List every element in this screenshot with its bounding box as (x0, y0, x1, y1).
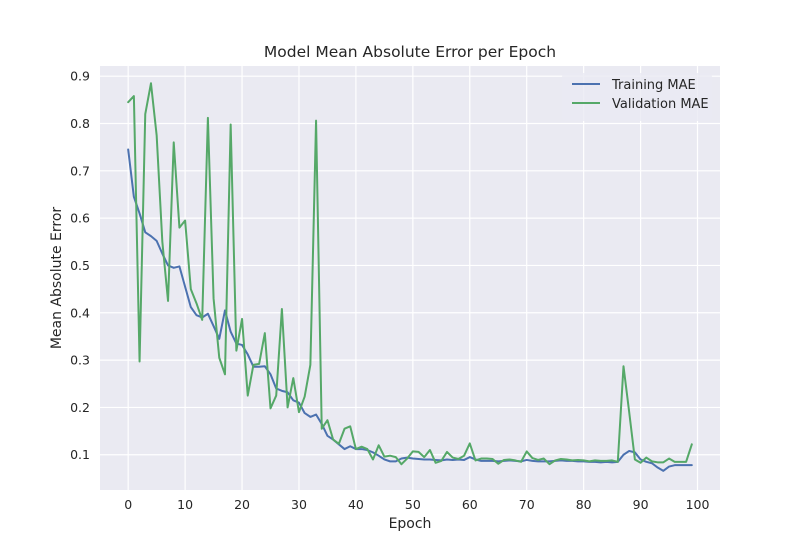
x-tick-label: 90 (633, 497, 649, 512)
x-tick-label: 70 (519, 497, 535, 512)
x-tick-label: 100 (686, 497, 710, 512)
legend-label-validation: Validation MAE (612, 97, 709, 112)
chart-title: Model Mean Absolute Error per Epoch (264, 43, 556, 61)
y-tick-label: 0.3 (70, 353, 90, 368)
validation-mae-line (127, 82, 693, 466)
x-tick-label: 20 (234, 497, 250, 512)
series-lines (127, 82, 693, 472)
y-tick-label: 0.1 (70, 447, 90, 462)
plot-background (100, 66, 720, 490)
y-tick-label: 0.7 (70, 163, 90, 178)
x-tick-label: 0 (124, 497, 132, 512)
legend-label-training: Training MAE (611, 78, 696, 93)
x-axis-label: Epoch (389, 516, 432, 532)
x-tick-label: 50 (405, 497, 421, 512)
x-tick-label: 30 (291, 497, 307, 512)
y-tick-label: 0.9 (70, 69, 90, 84)
y-tick-label: 0.5 (70, 258, 90, 273)
y-tick-label: 0.4 (70, 305, 90, 320)
y-tick-labels: 0.1 0.2 0.3 0.4 0.5 0.6 0.7 0.8 0.9 (70, 69, 90, 463)
legend: Training MAE Validation MAE (562, 73, 712, 121)
y-tick-label: 0.6 (70, 211, 90, 226)
training-mae-line (127, 148, 693, 472)
y-tick-label: 0.8 (70, 116, 90, 131)
grid (100, 66, 720, 490)
x-tick-label: 40 (348, 497, 364, 512)
y-axis-label: Mean Absolute Error (49, 207, 65, 350)
x-tick-label: 80 (576, 497, 592, 512)
x-tick-labels: 0 10 20 30 40 50 60 70 80 90 100 (124, 497, 709, 512)
x-tick-label: 60 (462, 497, 478, 512)
y-tick-label: 0.2 (70, 400, 90, 415)
x-tick-label: 10 (177, 497, 193, 512)
